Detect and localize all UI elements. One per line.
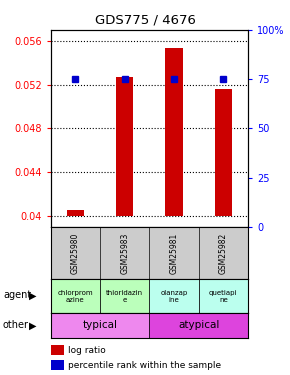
Text: GSM25981: GSM25981 [169, 232, 179, 274]
Text: agent: agent [3, 291, 31, 300]
Bar [116, 77, 133, 216]
Bar [199, 279, 248, 313]
Text: atypical: atypical [178, 320, 219, 330]
Text: GSM25983: GSM25983 [120, 232, 129, 274]
Bar [67, 210, 84, 216]
Bar [215, 89, 232, 216]
Text: other: other [3, 320, 29, 330]
Bar [149, 313, 248, 338]
Text: percentile rank within the sample: percentile rank within the sample [68, 361, 221, 370]
Bar [165, 48, 183, 216]
Text: quetiapi
ne: quetiapi ne [209, 290, 238, 303]
Bar [149, 279, 199, 313]
Text: log ratio: log ratio [68, 346, 106, 355]
Text: ▶: ▶ [29, 320, 37, 330]
Text: ▶: ▶ [29, 291, 37, 301]
Text: GDS775 / 4676: GDS775 / 4676 [95, 13, 195, 26]
Bar [51, 345, 64, 355]
Bar [51, 360, 64, 370]
Text: GSM25980: GSM25980 [71, 232, 80, 274]
Text: chlorprom
azine: chlorprom azine [58, 290, 93, 303]
Text: GSM25982: GSM25982 [219, 232, 228, 274]
Text: olanzap
ine: olanzap ine [160, 290, 188, 303]
Text: thioridazin
e: thioridazin e [106, 290, 143, 303]
Bar [100, 279, 149, 313]
Text: typical: typical [83, 320, 117, 330]
Bar [51, 279, 100, 313]
Bar [51, 313, 149, 338]
